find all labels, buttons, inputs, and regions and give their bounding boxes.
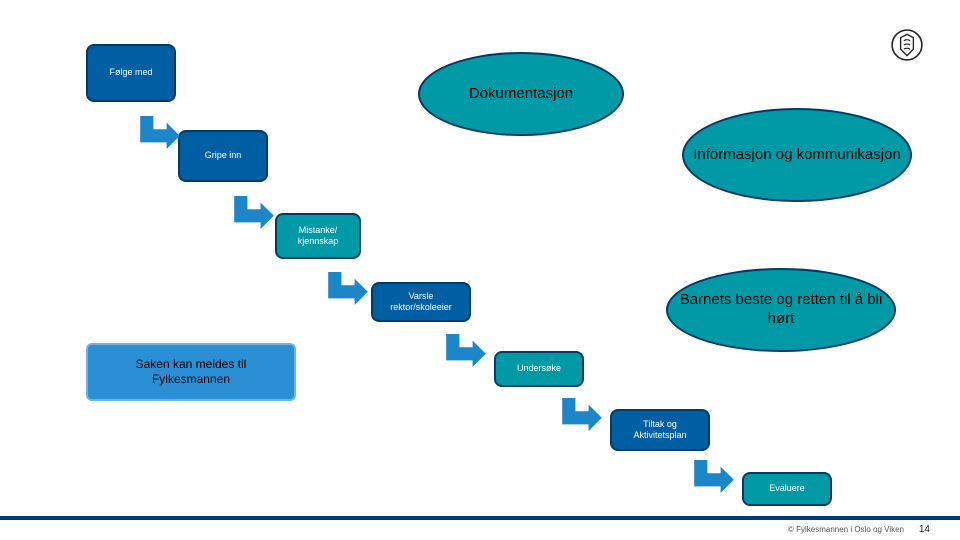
page-number: 14: [919, 524, 930, 535]
node-infokom: Informasjon og kommunikasjon: [682, 108, 912, 202]
node-varsle: Varsle rektor/skoleeier: [371, 282, 471, 322]
arrow-mistanke: [326, 272, 368, 305]
footer-bar: [0, 516, 960, 520]
footer-copyright: © Fylkesmannen i Oslo og Viken: [788, 525, 904, 534]
crest-logo: [890, 28, 924, 62]
node-melding: Saken kan meldes til Fylkesmannen: [86, 343, 296, 401]
arrow-varsle: [444, 334, 486, 367]
node-dokumentasjon: Dokumentasjon: [418, 52, 624, 136]
node-gripe: Gripe inn: [178, 130, 268, 182]
node-evaluere: Evaluere: [742, 472, 832, 506]
node-folge: Følge med: [86, 44, 176, 102]
diagram-stage: { "colors": { "blue": "#005fa3", "teal":…: [0, 0, 960, 540]
arrow-undersoke: [560, 398, 602, 431]
arrow-tiltak: [692, 460, 734, 493]
arrow-folge: [138, 116, 180, 149]
arrow-gripe: [232, 196, 274, 229]
node-barnets: Barnets beste og retten til å bli hørt: [666, 268, 896, 352]
node-tiltak: Tiltak og Aktivitetsplan: [610, 409, 710, 451]
node-undersoke: Undersøke: [494, 351, 584, 387]
node-mistanke: Mistanke/ kjennskap: [275, 213, 361, 259]
